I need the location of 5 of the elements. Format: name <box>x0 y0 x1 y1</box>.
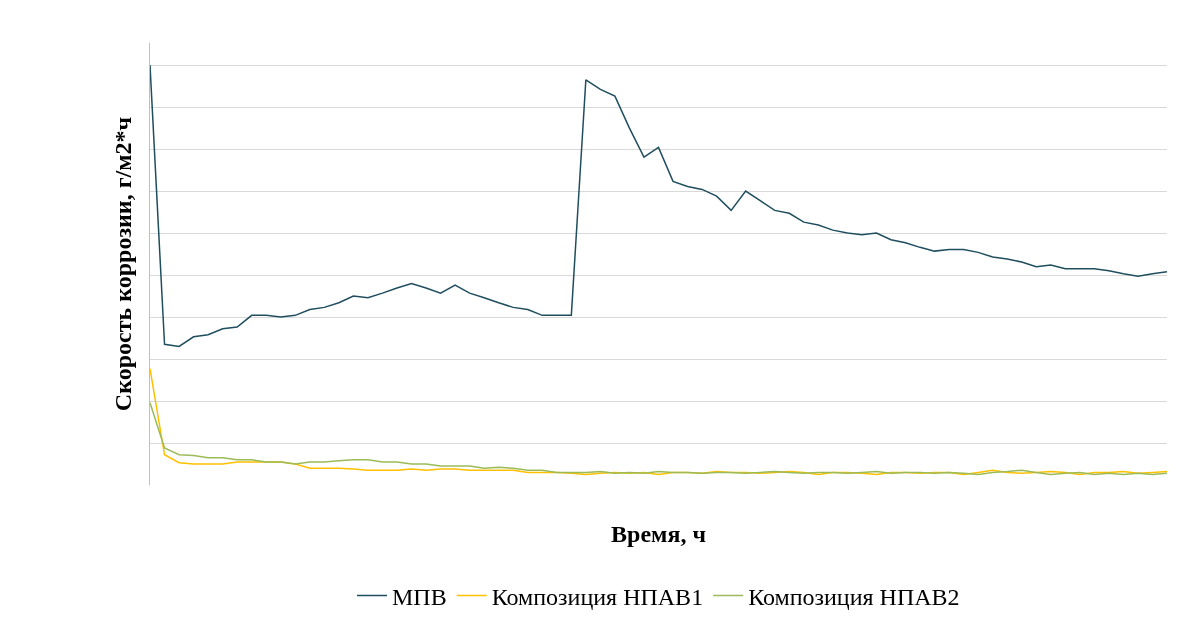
legend-label: Композиция НПАВ1 <box>491 583 704 610</box>
legend-label: Композиция НПАВ2 <box>748 583 960 610</box>
y-axis-title: Скорость коррозии, г/м2*ч <box>110 116 137 412</box>
legend-label: МПВ <box>392 583 447 610</box>
x-axis-title: Время, ч <box>611 521 706 548</box>
